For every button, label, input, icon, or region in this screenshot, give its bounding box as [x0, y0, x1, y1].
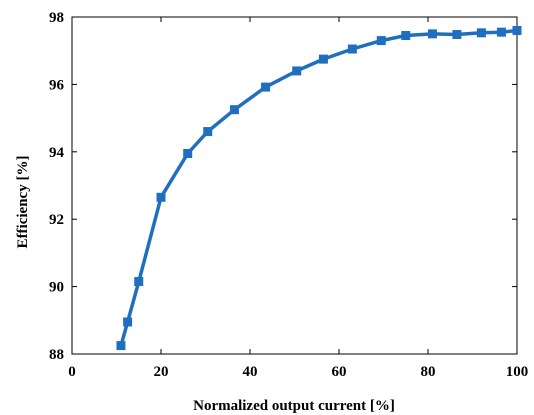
data-point [261, 82, 271, 92]
y-tick-label: 92 [49, 212, 64, 228]
data-point [427, 29, 437, 39]
data-point [183, 148, 193, 158]
data-point [229, 105, 239, 115]
data-point [203, 127, 213, 137]
data-point [476, 28, 486, 38]
data-point [347, 44, 357, 54]
x-tick-label: 60 [332, 364, 347, 380]
data-point [292, 66, 302, 76]
data-point [452, 30, 462, 40]
data-point [134, 277, 144, 287]
x-tick-label: 20 [154, 364, 169, 380]
y-tick-label: 94 [49, 145, 65, 161]
data-point [116, 341, 126, 351]
data-point [376, 36, 386, 46]
data-point [123, 317, 133, 327]
series-line [119, 28, 518, 347]
data-point [401, 31, 411, 41]
x-tick-label: 100 [506, 364, 529, 380]
y-tick-label: 90 [49, 280, 64, 296]
data-point [496, 27, 506, 37]
y-tick-label: 88 [49, 347, 64, 363]
x-tick-label: 80 [421, 364, 436, 380]
data-point [512, 25, 522, 35]
y-tick-label: 96 [49, 77, 65, 93]
y-tick-label: 98 [49, 10, 64, 26]
x-tick-label: 0 [68, 364, 76, 380]
y-axis-label: Efficiency [%] [15, 156, 31, 249]
x-tick-label: 40 [243, 364, 258, 380]
data-point [156, 192, 166, 202]
x-axis-label: Normalized output current [%] [193, 398, 395, 414]
plot-frame [71, 16, 518, 355]
data-point [318, 54, 328, 64]
